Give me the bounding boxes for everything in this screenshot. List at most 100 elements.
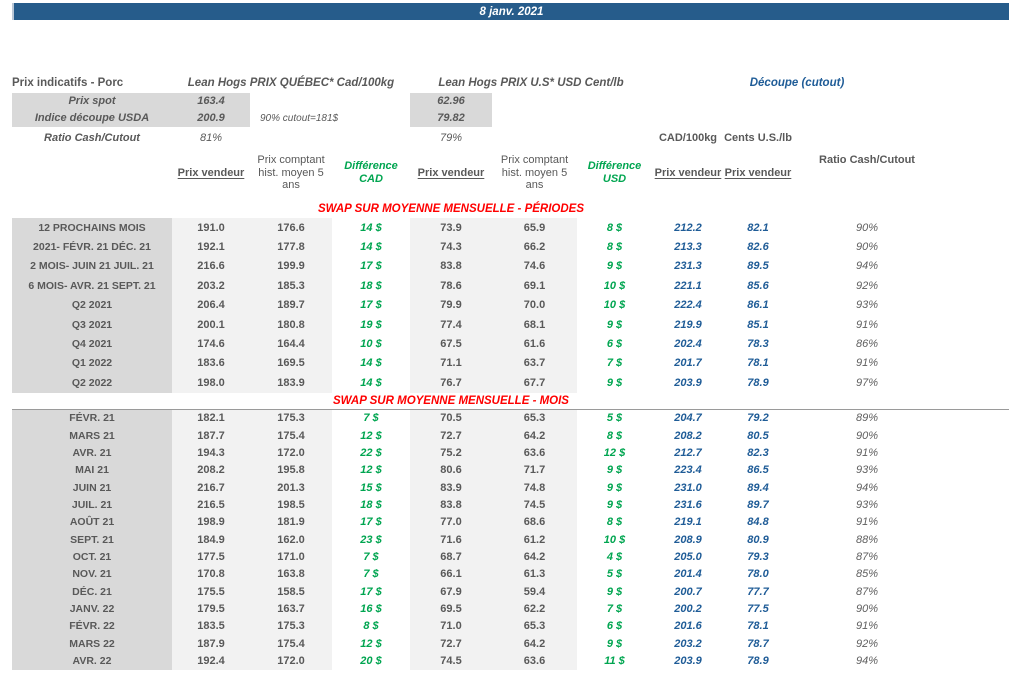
table-row: JUIL. 21 216.5 198.5 18 $ 83.8 74.5 9 $ 231.6 89… [12, 496, 942, 514]
usd-prix-vendeur: 72.7 [410, 634, 492, 653]
usd-prix-vendeur: 76.7 [410, 373, 492, 393]
cad-prix-comptant: 199.9 [250, 256, 332, 277]
difference-cad: 17 $ [360, 585, 382, 598]
row-label: Q1 2022 [12, 353, 172, 374]
table-row: JUIN 21 216.7 201.3 15 $ 83.9 74.8 9 $ 231.0 89.… [12, 478, 942, 497]
usd-prix-comptant: 74.6 [492, 256, 577, 277]
row-label: 12 PROCHAINS MOIS [12, 218, 172, 238]
usd-prix-vendeur: 83.8 [410, 256, 492, 277]
difference-cad: 12 $ [360, 464, 382, 477]
cad-prix-comptant: 175.4 [250, 634, 332, 653]
usd-prix-comptant: 65.3 [492, 617, 577, 635]
decoupe-cad-prix-vendeur: 203.9 [674, 655, 702, 667]
usd-prix-comptant: 63.6 [492, 652, 577, 670]
cad-prix-vendeur: 206.4 [172, 295, 250, 315]
cutout-header: Découpe (cutout) [749, 76, 845, 89]
ratio-cash-cutout: 87% [855, 585, 879, 598]
table-row: DÉC. 21 175.5 158.5 17 $ 67.9 59.4 9 $ 200.7 77.… [12, 582, 942, 601]
date-banner: 8 janv. 2021 [12, 3, 1009, 20]
difference-usd: 6 $ [606, 338, 623, 351]
decoupe-usd-prix-vendeur: 79.3 [747, 550, 769, 563]
row-label: AVR. 22 [12, 652, 172, 670]
usd-prix-comptant: 65.9 [492, 218, 577, 238]
decoupe-cad-prix-vendeur: 231.0 [674, 481, 702, 494]
row-label: Q4 2021 [12, 334, 172, 354]
decoupe-usd-prix-vendeur: 78.9 [747, 376, 769, 389]
col-difference-usd: Différence USD [587, 160, 642, 185]
table-row: MARS 21 187.7 175.4 12 $ 72.7 64.2 8 $ 208.2 80.… [12, 426, 942, 445]
market-header-row: Prix indicatifs - Porc Lean Hogs PRIX QU… [12, 75, 942, 92]
decoupe-cad-prix-vendeur: 212.2 [674, 221, 702, 234]
difference-usd: 7 $ [606, 602, 623, 615]
difference-usd: 12 $ [603, 446, 626, 459]
usd-prix-vendeur: 72.7 [410, 426, 492, 445]
ratio-cash-cutout: 88% [855, 533, 879, 546]
difference-cad: 14 $ [360, 221, 382, 234]
cad-prix-comptant: 175.3 [250, 617, 332, 635]
difference-cad: 18 $ [360, 498, 382, 511]
decoupe-usd-prix-vendeur: 78.3 [747, 338, 769, 351]
col-prix-comptant-cad: Prix comptant hist. moyen 5 ans [257, 154, 325, 192]
ratio-cash-cutout: 93% [855, 464, 879, 477]
usd-prix-vendeur: 69.5 [410, 600, 492, 618]
difference-usd: 9 $ [606, 464, 623, 477]
row-label: 2021- FÉVR. 21 DÉC. 21 [12, 237, 172, 257]
row-label: MAI 21 [12, 461, 172, 479]
decoupe-usd-prix-vendeur: 85.1 [747, 318, 769, 331]
decoupe-usd-prix-vendeur: 79.2 [747, 412, 769, 425]
cutout-unit-usd: Cents U.S./lb [724, 131, 792, 144]
difference-cad: 17 $ [360, 299, 382, 312]
row-label: FÉVR. 21 [12, 409, 172, 427]
cad-prix-comptant: 177.8 [250, 237, 332, 257]
row-label: AOÛT 21 [12, 513, 172, 531]
usd-prix-vendeur: 68.7 [410, 548, 492, 566]
row-label: 2 MOIS- JUIN 21 JUIL. 21 [12, 256, 172, 277]
cad-prix-vendeur: 179.5 [172, 600, 250, 618]
usd-prix-comptant: 63.6 [492, 444, 577, 462]
section-periodes-rows: 12 PROCHAINS MOIS 191.0 176.6 14 $73.9 65.9 8… [12, 218, 1024, 393]
cad-prix-comptant: 163.8 [250, 565, 332, 583]
difference-cad: 15 $ [360, 481, 382, 494]
decoupe-cad-prix-vendeur: 203.2 [674, 637, 702, 650]
usd-prix-comptant: 69.1 [492, 276, 577, 296]
ratio-cash-cutout: 86% [855, 338, 879, 351]
difference-cad: 10 $ [360, 338, 382, 351]
cad-prix-comptant: 171.0 [250, 548, 332, 566]
table-row: FÉVR. 22 183.5 175.3 8 $ 71.0 65.3 6 $ 201.6 78.… [12, 617, 942, 635]
cad-prix-vendeur: 177.5 [172, 548, 250, 566]
cad-prix-comptant: 180.8 [250, 314, 332, 335]
difference-cad: 17 $ [360, 516, 382, 529]
section-mois-rows: FÉVR. 21 182.1 175.3 7 $70.5 65.3 5 $204.7 79.… [12, 409, 1024, 670]
difference-cad: 8 $ [363, 620, 379, 633]
usd-prix-comptant: 61.6 [492, 334, 577, 354]
cad-prix-comptant: 158.5 [250, 582, 332, 601]
usd-prix-vendeur: 71.6 [410, 530, 492, 549]
usd-prix-comptant: 66.2 [492, 237, 577, 257]
usd-prix-comptant: 61.2 [492, 530, 577, 549]
row-label: FÉVR. 22 [12, 617, 172, 635]
table-row: JANV. 22 179.5 163.7 16 $ 69.5 62.2 7 $ 200.2 77… [12, 600, 942, 618]
table-row: 2 MOIS- JUIN 21 JUIL. 21 216.6 199.9 17 $ 83… [12, 256, 942, 277]
difference-cad: 23 $ [360, 533, 382, 546]
ratio-cash-cutout: 90% [855, 241, 879, 254]
spot-price-label: Prix spot [12, 93, 172, 110]
ratio-cash-cutout: 92% [855, 637, 879, 650]
spot-price-row: Prix spot 163.4 62.96 [12, 93, 942, 110]
difference-usd: 10 $ [603, 279, 626, 292]
difference-cad: 14 $ [360, 357, 382, 370]
difference-cad: 14 $ [360, 241, 382, 254]
table-row: Q3 2021 200.1 180.8 19 $ 77.4 68.1 9 $ 219.9 85.… [12, 314, 942, 335]
table-row: AVR. 22 192.4 172.0 20 $ 74.5 63.6 11 $ 203.9 78… [12, 652, 942, 670]
table-row: AOÛT 21 198.9 181.9 17 $ 77.0 68.6 8 $ 219.1 84.… [12, 513, 942, 531]
decoupe-cad-prix-vendeur: 203.9 [674, 376, 702, 389]
difference-usd: 4 $ [606, 550, 623, 563]
usda-cutout-label: Indice découpe USDA [12, 110, 172, 127]
difference-cad: 17 $ [360, 260, 382, 273]
decoupe-cad-prix-vendeur: 231.6 [674, 498, 702, 511]
ratio-cash-cutout: 93% [855, 299, 879, 312]
row-label: DÉC. 21 [12, 582, 172, 601]
usd-prix-vendeur: 83.9 [410, 478, 492, 497]
cad-prix-vendeur: 170.8 [172, 565, 250, 583]
section-periodes-title: SWAP SUR MOYENNE MENSUELLE - PÉRIODES [317, 202, 585, 215]
cad-prix-comptant: 164.4 [250, 334, 332, 354]
